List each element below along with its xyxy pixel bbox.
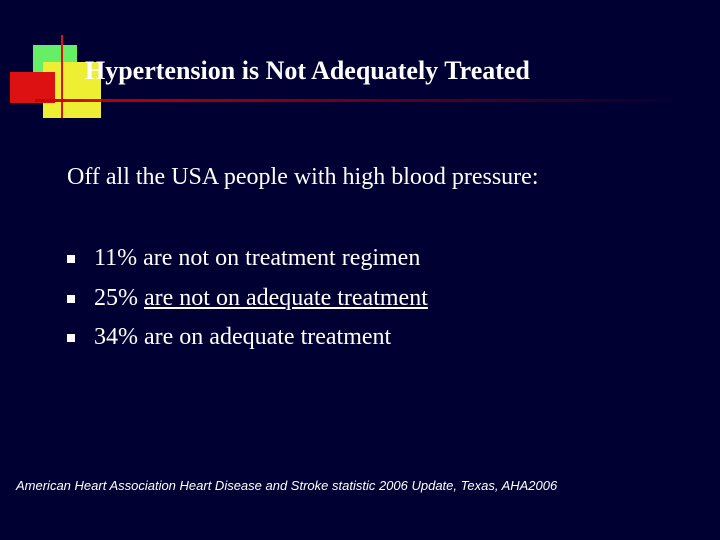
bullet-list: 11% are not on treatment regimen 25% are no… xyxy=(67,242,428,361)
bullet-lead: 34% xyxy=(94,324,138,350)
bullet-item: 25% are not on adequate treatment xyxy=(67,282,428,322)
red-rect xyxy=(10,72,55,103)
source: American Heart Association Heart Disease… xyxy=(16,478,558,493)
bullet-lead: 25% xyxy=(94,284,138,311)
bullet-item: 11% are not on treatment regimen xyxy=(67,242,428,282)
bullet-lead: 11% xyxy=(94,245,138,271)
bullet-text: are not on treatment regimen xyxy=(143,245,421,271)
decoration xyxy=(10,35,695,118)
title-rule xyxy=(35,99,695,102)
bullet-text: are not on adequate treatment xyxy=(144,284,428,311)
intro: Off all the USA people with high blood p… xyxy=(67,164,539,190)
bullet-item: 34% are on adequate treatment xyxy=(67,321,428,361)
title: Hypertension is Not Adequately Treated xyxy=(85,56,530,85)
bullet-text: are on adequate treatment xyxy=(144,324,392,350)
